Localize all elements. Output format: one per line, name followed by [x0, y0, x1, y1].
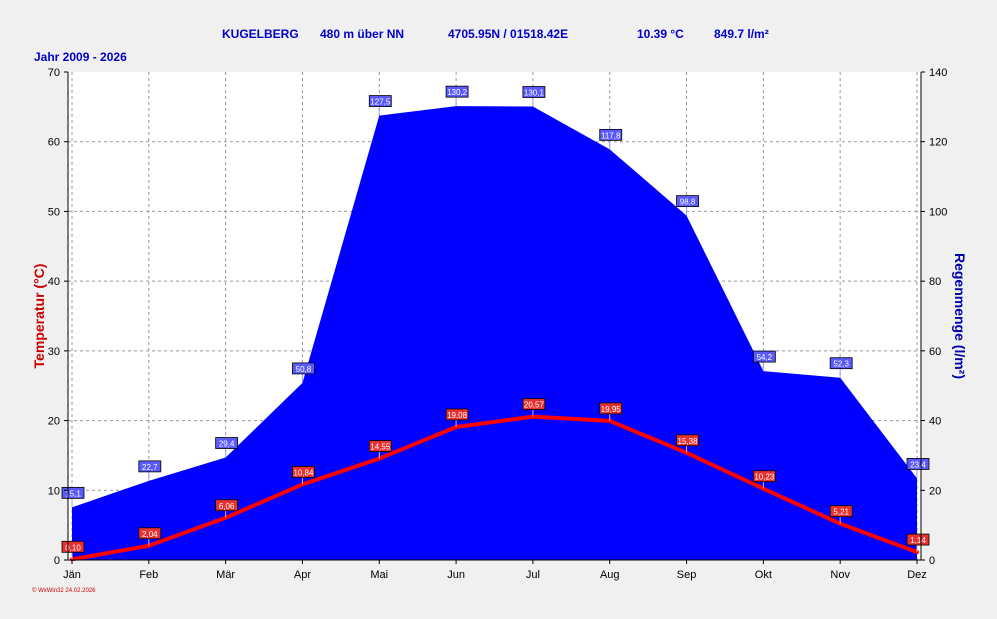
- rain-data-label: 29,4: [219, 440, 235, 449]
- station-name: KUGELBERG: [222, 27, 299, 41]
- left-tick-label: 50: [48, 206, 60, 218]
- software-credit: © WxWin32 24.02.2026: [32, 587, 96, 594]
- rain-label-box: [829, 357, 853, 370]
- rain-data-labels: 15,1 22,7 29,4 50,8 127,5 130,2 130,1 117,8 98,8…: [61, 85, 930, 508]
- right-tick-label: 80: [929, 276, 941, 288]
- temp-label-box: [676, 434, 699, 447]
- year-range: Jahr 2009 - 2026: [34, 50, 127, 64]
- rain-data-label: 15,1: [65, 489, 81, 498]
- temp-data-label: 5,21: [833, 508, 849, 517]
- x-tick-label: Dez: [907, 569, 927, 581]
- rain-label-box: [215, 437, 239, 449]
- right-tick-label: 0: [929, 555, 935, 567]
- left-tick-label: 30: [48, 346, 60, 358]
- temp-label-box: [215, 499, 239, 512]
- rain-data-label: 130,1: [524, 89, 545, 98]
- temp-label-box: [368, 440, 392, 452]
- temperature-data-labels: 0,10 2,04 6,06 10,84 14,55 19,08 20,57 19,95 15,…: [61, 398, 930, 560]
- temp-label-box: [61, 540, 85, 553]
- temp-data-label: 1,14: [910, 536, 926, 545]
- rain-label-box: [599, 128, 623, 141]
- rain-label-box: [138, 460, 162, 473]
- x-tick-label: Jun: [447, 569, 465, 581]
- rain-data-label: 54,2: [757, 353, 773, 362]
- rain-label-box: [676, 195, 699, 208]
- rain-label-box: [906, 458, 930, 470]
- x-tick-label: Mär: [216, 569, 235, 581]
- rain-label-box: [445, 85, 469, 98]
- right-tick-label: 60: [929, 346, 941, 358]
- right-tick-label: 40: [929, 416, 941, 428]
- x-tick-label: Sep: [677, 569, 697, 581]
- temp-data-label: 6,06: [219, 502, 235, 511]
- rain-data-label: 52,3: [833, 360, 849, 369]
- x-tick-label: Mai: [370, 569, 388, 581]
- rain-label-box: [292, 362, 315, 375]
- left-tick-label: 70: [48, 67, 60, 79]
- temp-data-label: 2,04: [142, 530, 158, 539]
- left-axis-title: Temperatur (°C): [31, 264, 47, 369]
- rain-data-label: 127,5: [370, 98, 391, 107]
- temp-data-label: 0,10: [65, 543, 81, 552]
- temp-data-label: 10,23: [754, 473, 775, 482]
- temp-data-label: 10,84: [293, 468, 314, 477]
- left-tick-label: 20: [48, 416, 60, 428]
- rain-data-label: 117,8: [601, 131, 621, 140]
- rain-label-box: [368, 95, 392, 107]
- rain-label-box: [752, 350, 776, 363]
- temp-label-box: [138, 527, 162, 540]
- station-coordinates: 4705.95N / 01518.42E: [448, 27, 568, 41]
- rain-label-box: [61, 486, 85, 499]
- rain-data-label: 22,7: [142, 463, 158, 472]
- x-tick-label: Okt: [755, 569, 772, 581]
- temp-data-label: 19,08: [447, 411, 468, 420]
- rain-area: [72, 106, 917, 560]
- temp-label-box: [292, 466, 315, 478]
- temp-label-box: [752, 470, 776, 483]
- left-tick-label: 40: [48, 276, 60, 288]
- rain-label-box: [522, 86, 546, 98]
- temp-label-box: [599, 402, 623, 415]
- right-axis-title: Regenmenge (l/m²): [952, 253, 968, 379]
- total-rainfall: 849.7 l/m²: [714, 27, 769, 41]
- temp-label-box: [829, 505, 853, 518]
- x-tick-label: Aug: [600, 569, 620, 581]
- temp-label-box: [522, 398, 546, 410]
- left-tick-label: 60: [48, 137, 60, 149]
- x-tick-label: Feb: [139, 569, 158, 581]
- left-tick-label: 10: [48, 485, 60, 497]
- temp-data-label: 15,38: [678, 437, 699, 446]
- temp-data-label: 14,55: [370, 443, 391, 452]
- right-tick-label: 20: [929, 485, 941, 497]
- left-tick-label: 0: [54, 555, 60, 567]
- rain-data-label: 50,8: [296, 365, 312, 374]
- left-axis-ticks: 0 10 20 30 40 50 60 70: [48, 67, 68, 567]
- temp-label-box: [906, 533, 930, 546]
- right-axis-ticks: 0 20 40 60 80 100 120 140: [921, 67, 947, 567]
- temperature-line: [70, 414, 919, 562]
- x-tick-label: Jän: [63, 569, 81, 581]
- rain-data-label: 23,4: [910, 460, 926, 469]
- right-tick-label: 140: [929, 67, 947, 79]
- x-axis-ticks: Jän Feb Mär Apr Mai Jun Jul Aug Sep Okt Nov Dez: [63, 560, 927, 581]
- temp-data-label: 20,57: [524, 401, 545, 410]
- right-tick-label: 100: [929, 206, 947, 218]
- right-tick-label: 120: [929, 137, 947, 149]
- rain-data-label: 130,2: [447, 88, 468, 97]
- rain-data-label: 98,8: [680, 198, 696, 207]
- x-tick-label: Apr: [294, 569, 311, 581]
- station-altitude: 480 m über NN: [320, 27, 404, 41]
- average-temperature: 10.39 °C: [637, 27, 684, 41]
- x-tick-label: Jul: [526, 569, 540, 581]
- x-tick-label: Nov: [830, 569, 850, 581]
- temp-data-label: 19,95: [601, 405, 622, 414]
- temp-label-box: [445, 408, 469, 421]
